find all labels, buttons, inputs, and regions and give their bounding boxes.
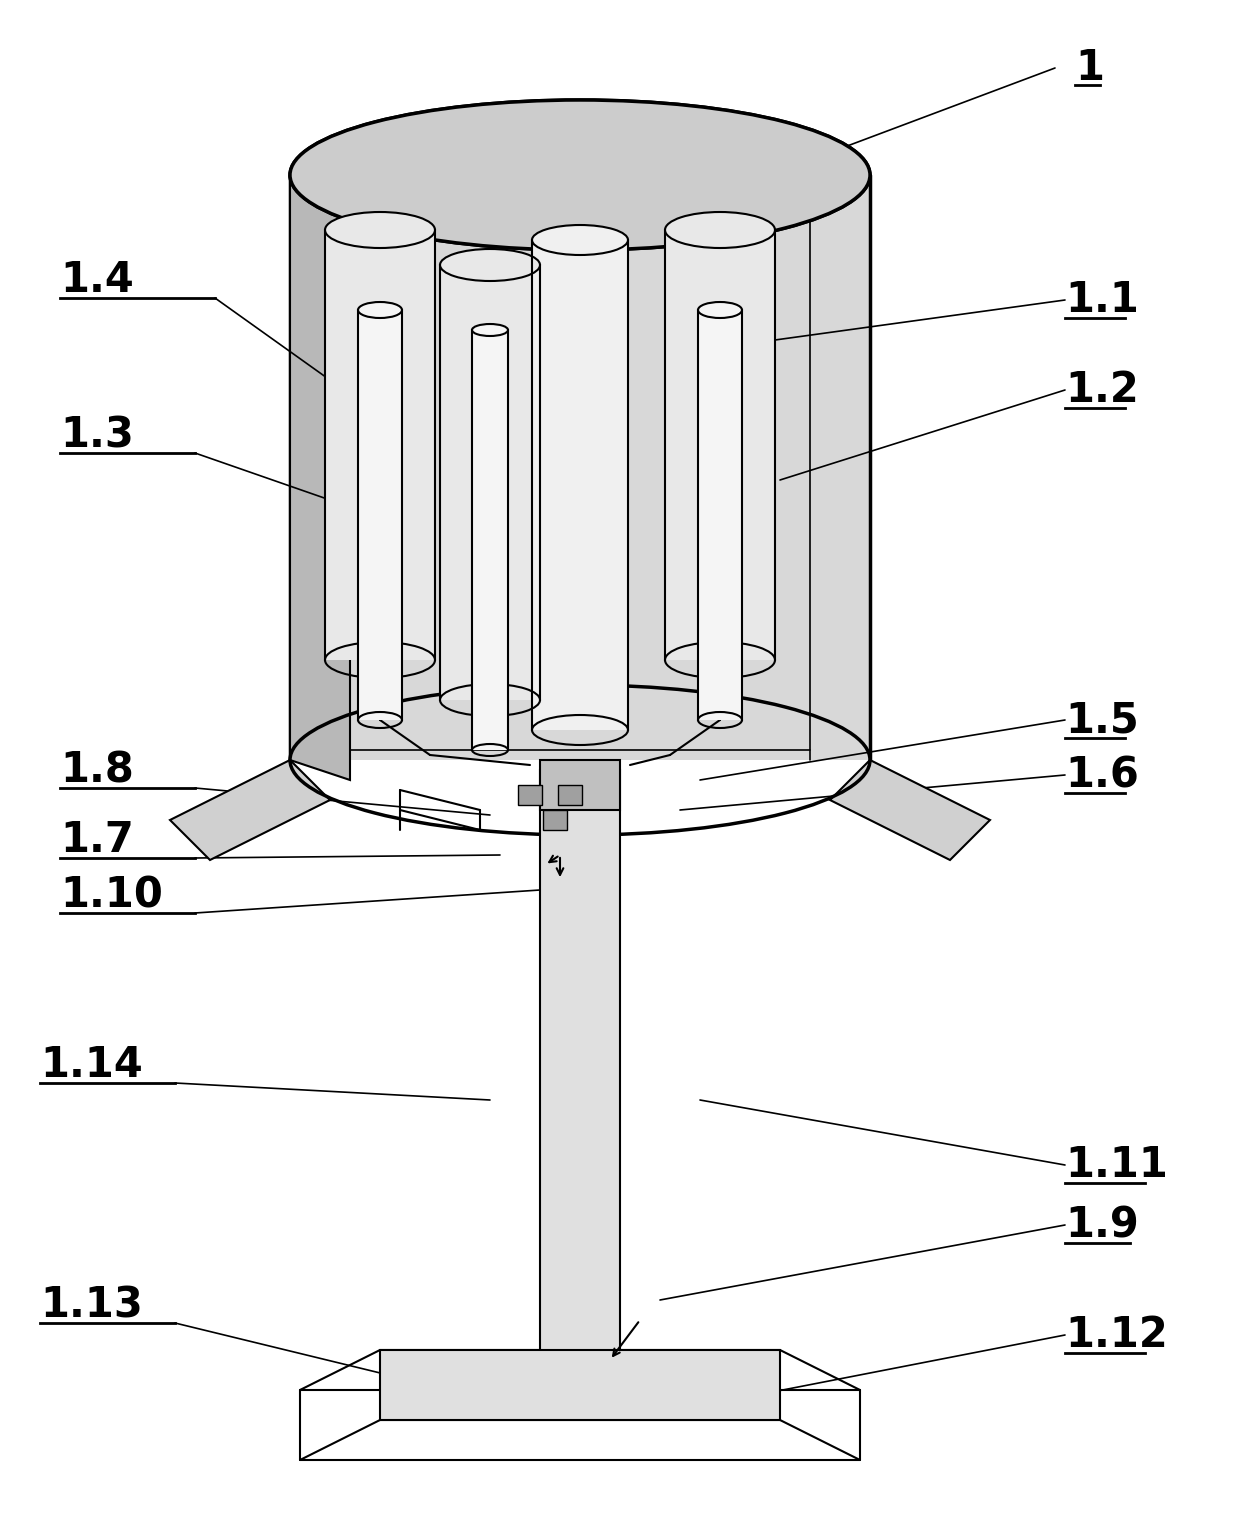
Bar — [518, 785, 542, 804]
FancyBboxPatch shape — [290, 176, 870, 761]
Text: 1.14: 1.14 — [40, 1044, 143, 1086]
Text: 1.13: 1.13 — [40, 1285, 143, 1326]
Ellipse shape — [472, 324, 508, 336]
Polygon shape — [170, 761, 330, 861]
Bar — [558, 785, 582, 804]
Text: 1.11: 1.11 — [1065, 1144, 1168, 1186]
Text: 1.2: 1.2 — [1065, 370, 1138, 411]
Text: 1.5: 1.5 — [1065, 698, 1138, 741]
Polygon shape — [830, 761, 990, 861]
Ellipse shape — [290, 100, 870, 250]
Bar — [358, 311, 402, 720]
Ellipse shape — [325, 212, 435, 248]
Bar — [665, 230, 775, 661]
Text: 1: 1 — [1075, 47, 1104, 89]
Bar — [440, 265, 539, 700]
Bar — [290, 176, 870, 761]
Bar — [539, 770, 620, 1380]
Ellipse shape — [358, 301, 402, 318]
Text: 1.1: 1.1 — [1065, 279, 1138, 321]
Text: 1.8: 1.8 — [60, 748, 134, 791]
Text: 1.9: 1.9 — [1065, 1204, 1138, 1245]
Ellipse shape — [290, 100, 870, 250]
Bar — [543, 811, 567, 830]
Bar — [539, 761, 620, 811]
Ellipse shape — [665, 212, 775, 248]
Text: 1.4: 1.4 — [60, 259, 134, 301]
Text: 1.7: 1.7 — [60, 820, 134, 861]
Bar — [325, 230, 435, 661]
Bar — [379, 1350, 780, 1420]
Bar — [472, 330, 508, 750]
Bar — [532, 239, 627, 730]
Polygon shape — [290, 176, 350, 780]
Bar — [698, 311, 742, 720]
Text: 1.10: 1.10 — [60, 874, 162, 917]
Ellipse shape — [532, 226, 627, 255]
Ellipse shape — [440, 248, 539, 280]
Text: 1.6: 1.6 — [1065, 754, 1138, 795]
Text: 1.12: 1.12 — [1065, 1314, 1168, 1356]
Text: 1.3: 1.3 — [60, 414, 134, 456]
Ellipse shape — [698, 301, 742, 318]
